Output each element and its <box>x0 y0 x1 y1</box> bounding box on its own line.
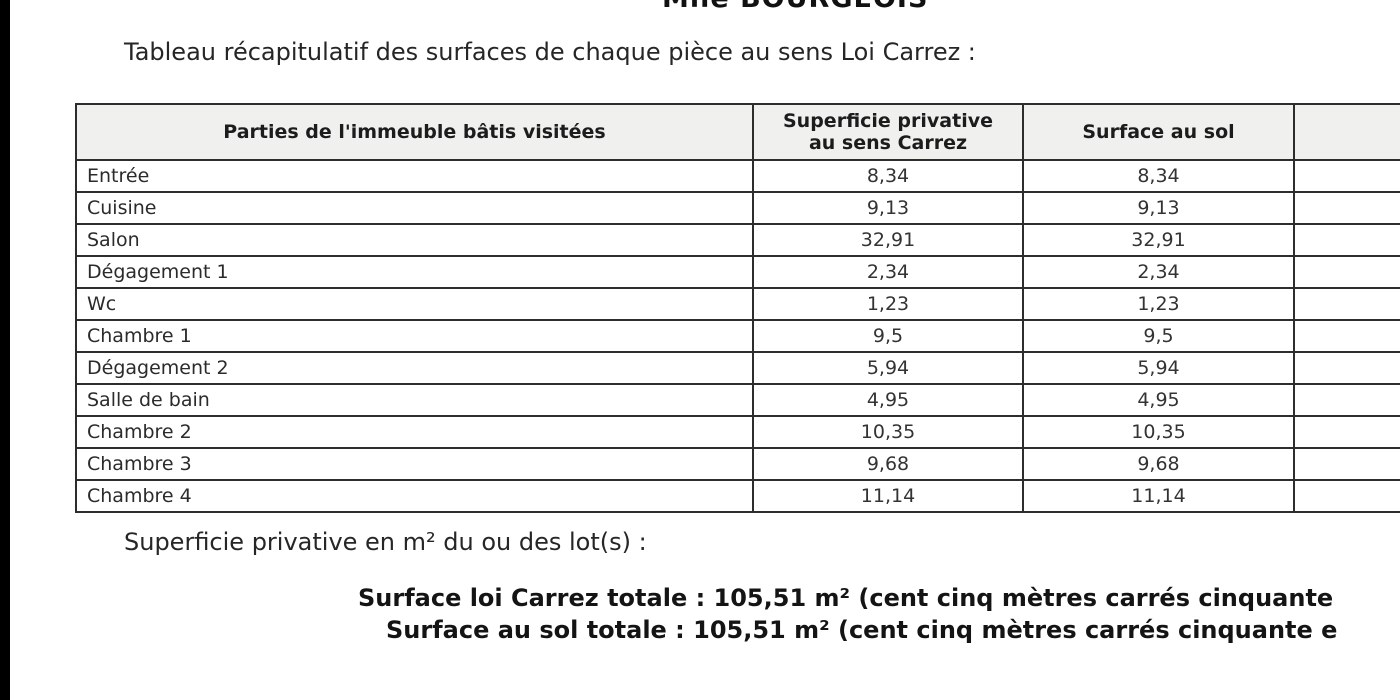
surface-table: Parties de l'immeuble bâtis visitées Sup… <box>75 103 1400 513</box>
room-name: Dégagement 1 <box>75 255 754 289</box>
floor-value: 2,34 <box>1022 255 1295 289</box>
room-name: Entrée <box>75 159 754 193</box>
cutoff-cell <box>1293 287 1400 321</box>
table-row: Salon 32,91 32,91 <box>75 223 1400 257</box>
room-name: Salon <box>75 223 754 257</box>
scan-left-edge <box>0 0 10 700</box>
total-floor-line: Surface au sol totale : 105,51 m² (cent … <box>386 616 1338 644</box>
floor-value: 10,35 <box>1022 415 1295 449</box>
table-row: Entrée 8,34 8,34 <box>75 159 1400 193</box>
floor-value: 8,34 <box>1022 159 1295 193</box>
carrez-value: 8,34 <box>752 159 1024 193</box>
room-name: Cuisine <box>75 191 754 225</box>
room-name: Salle de bain <box>75 383 754 417</box>
table-row: Chambre 2 10,35 10,35 <box>75 415 1400 449</box>
carrez-value: 9,5 <box>752 319 1024 353</box>
floor-value: 11,14 <box>1022 479 1295 513</box>
total-carrez-line: Surface loi Carrez totale : 105,51 m² (c… <box>358 584 1334 612</box>
floor-value: 4,95 <box>1022 383 1295 417</box>
cutoff-cell <box>1293 415 1400 449</box>
carrez-value: 9,68 <box>752 447 1024 481</box>
cutoff-cell <box>1293 223 1400 257</box>
carrez-value: 11,14 <box>752 479 1024 513</box>
cutoff-cell <box>1293 351 1400 385</box>
table-caption: Tableau récapitulatif des surfaces de ch… <box>124 38 976 66</box>
table-row: Chambre 4 11,14 11,14 <box>75 479 1400 513</box>
room-name: Chambre 1 <box>75 319 754 353</box>
floor-value: 9,13 <box>1022 191 1295 225</box>
table-row: Dégagement 1 2,34 2,34 <box>75 255 1400 289</box>
carrez-value: 5,94 <box>752 351 1024 385</box>
room-name: Chambre 4 <box>75 479 754 513</box>
floor-value: 1,23 <box>1022 287 1295 321</box>
cutoff-cell <box>1293 255 1400 289</box>
carrez-value: 1,23 <box>752 287 1024 321</box>
table-row: Salle de bain 4,95 4,95 <box>75 383 1400 417</box>
col-header-rooms: Parties de l'immeuble bâtis visitées <box>75 103 754 161</box>
floor-value: 9,68 <box>1022 447 1295 481</box>
room-name: Wc <box>75 287 754 321</box>
floor-value: 9,5 <box>1022 319 1295 353</box>
table-row: Cuisine 9,13 9,13 <box>75 191 1400 225</box>
floor-value: 32,91 <box>1022 223 1295 257</box>
carrez-value: 32,91 <box>752 223 1024 257</box>
table-row: Wc 1,23 1,23 <box>75 287 1400 321</box>
carrez-value: 4,95 <box>752 383 1024 417</box>
cutoff-cell <box>1293 479 1400 513</box>
table-row: Chambre 1 9,5 9,5 <box>75 319 1400 353</box>
cutoff-cell <box>1293 383 1400 417</box>
carrez-value: 10,35 <box>752 415 1024 449</box>
carrez-value: 2,34 <box>752 255 1024 289</box>
cutoff-cell <box>1293 319 1400 353</box>
room-name: Chambre 2 <box>75 415 754 449</box>
col-header-carrez: Superficie privative au sens Carrez <box>752 103 1024 161</box>
lots-label: Superficie privative en m² du ou des lot… <box>124 528 647 556</box>
cutoff-cell <box>1293 191 1400 225</box>
table-row: Chambre 3 9,68 9,68 <box>75 447 1400 481</box>
room-name: Dégagement 2 <box>75 351 754 385</box>
room-name: Chambre 3 <box>75 447 754 481</box>
col-header-cutoff <box>1293 103 1400 161</box>
table-row: Dégagement 2 5,94 5,94 <box>75 351 1400 385</box>
carrez-value: 9,13 <box>752 191 1024 225</box>
addressee-name: Mlle BOURGEOIS <box>662 0 928 14</box>
cutoff-cell <box>1293 447 1400 481</box>
table-header-row: Parties de l'immeuble bâtis visitées Sup… <box>75 103 1400 161</box>
col-header-floor: Surface au sol <box>1022 103 1295 161</box>
floor-value: 5,94 <box>1022 351 1295 385</box>
cutoff-cell <box>1293 159 1400 193</box>
